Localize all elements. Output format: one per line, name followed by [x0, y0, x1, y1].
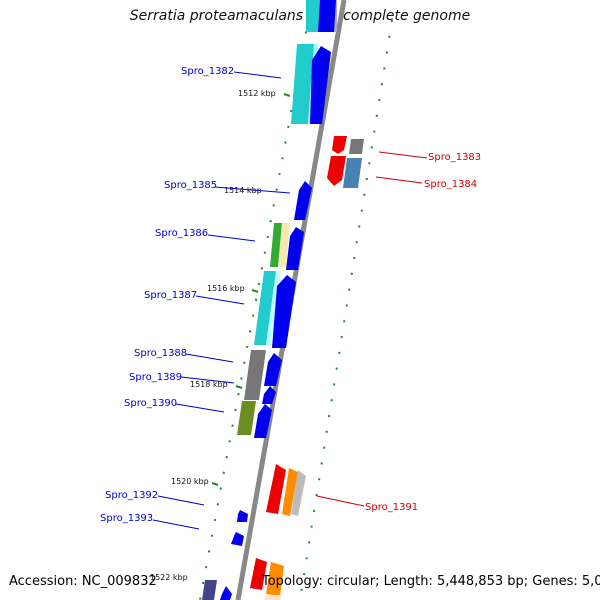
- gene-label-spro-1393[interactable]: Spro_1393: [100, 513, 153, 524]
- cds-arrow[interactable]: [286, 227, 304, 270]
- scale-label: 1516 kbp: [207, 284, 245, 293]
- gene-label-spro-1387[interactable]: Spro_1387: [144, 290, 197, 301]
- cds-arrow[interactable]: [291, 470, 306, 516]
- feature-block[interactable]: [254, 271, 276, 345]
- gene-label-spro-1390[interactable]: Spro_1390: [124, 398, 177, 409]
- scale-label: 1522 kbp: [150, 573, 188, 582]
- gene-labels: Spro_1382 Spro_1383 Spro_1384 Spro_1385 …: [100, 66, 481, 530]
- cds-arrow[interactable]: [237, 510, 248, 522]
- feature-block[interactable]: [306, 0, 322, 32]
- feature-block[interactable]: [278, 223, 290, 267]
- outer-scale-track: [299, 19, 393, 600]
- cds-arrow[interactable]: [332, 136, 347, 154]
- feature-block[interactable]: [202, 580, 217, 600]
- gene-label-spro-1391[interactable]: Spro_1391: [365, 502, 418, 513]
- gene-label-spro-1382[interactable]: Spro_1382: [181, 66, 234, 77]
- cds-arrow[interactable]: [310, 46, 331, 124]
- gene-label-spro-1388[interactable]: Spro_1388: [134, 348, 187, 359]
- topology-text: Topology: circular; Length: 5,448,853 bp…: [262, 574, 600, 589]
- feature-block[interactable]: [237, 401, 256, 435]
- gene-label-spro-1392[interactable]: Spro_1392: [105, 490, 158, 501]
- feature-block[interactable]: [291, 44, 314, 124]
- cds-arrow[interactable]: [266, 562, 284, 596]
- cds-arrow[interactable]: [254, 404, 272, 438]
- cds-arrow[interactable]: [220, 586, 232, 600]
- feature-block[interactable]: [244, 350, 266, 400]
- cds-arrow[interactable]: [264, 595, 282, 600]
- cds-arrow[interactable]: [349, 139, 364, 154]
- forward-cds: [220, 0, 336, 600]
- reverse-cds: [250, 136, 364, 600]
- scale-label: 1512 kbp: [238, 89, 276, 98]
- cds-arrow[interactable]: [343, 158, 362, 188]
- scale-label: 1520 kbp: [171, 477, 209, 486]
- cds-arrow[interactable]: [264, 353, 282, 386]
- gene-label-spro-1385[interactable]: Spro_1385: [164, 180, 217, 191]
- cds-arrow[interactable]: [231, 532, 244, 546]
- scale-labels: 1512 kbp 1514 kbp 1516 kbp 1518 kbp 1520…: [150, 89, 291, 582]
- cds-arrow[interactable]: [318, 0, 336, 32]
- cds-arrow[interactable]: [327, 156, 346, 186]
- cds-arrow[interactable]: [294, 181, 312, 220]
- map-title: Serratia proteamaculans 568, complete ge…: [129, 8, 471, 24]
- scale-label: 1518 kbp: [190, 380, 228, 389]
- gene-label-spro-1383[interactable]: Spro_1383: [428, 152, 481, 163]
- gene-label-spro-1384[interactable]: Spro_1384: [424, 179, 477, 190]
- cds-arrow[interactable]: [282, 468, 298, 516]
- gene-label-spro-1386[interactable]: Spro_1386: [155, 228, 208, 239]
- gene-label-spro-1389[interactable]: Spro_1389: [129, 372, 182, 383]
- cds-arrow[interactable]: [262, 386, 276, 404]
- cds-arrow[interactable]: [272, 275, 296, 348]
- cds-arrow[interactable]: [250, 558, 267, 590]
- scale-label: 1514 kbp: [224, 186, 262, 195]
- accession-text: Accession: NC_009832: [9, 574, 157, 589]
- cds-arrow[interactable]: [266, 464, 286, 514]
- inner-scale-track: [199, 0, 313, 600]
